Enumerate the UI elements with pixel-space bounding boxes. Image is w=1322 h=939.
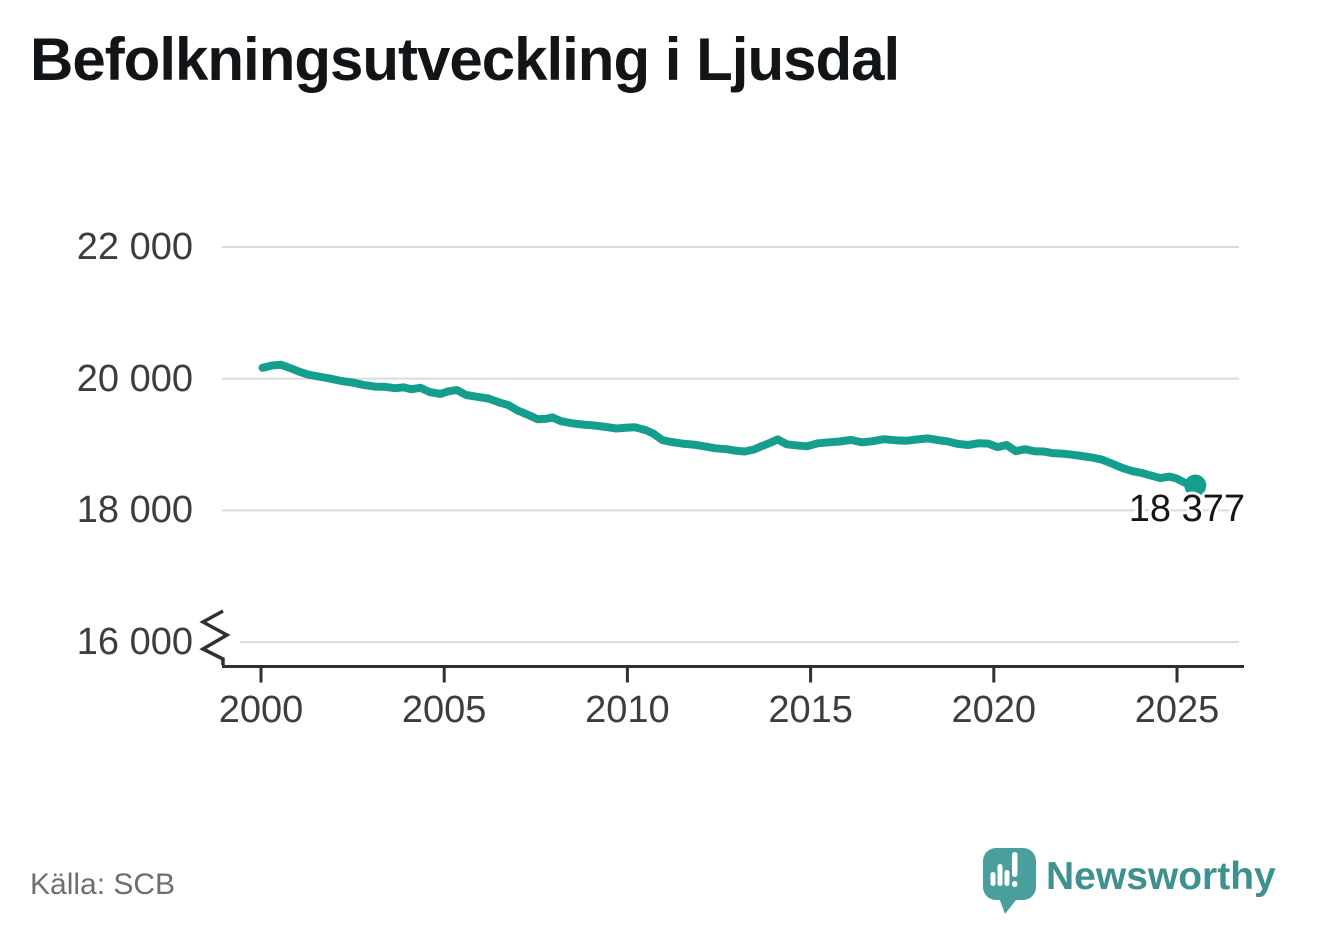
end-value-label: 18 377 <box>1128 488 1245 530</box>
logo-exclamation-dot <box>1012 881 1018 887</box>
x-tick-label-2025: 2025 <box>1134 689 1220 731</box>
x-tick-label-2000: 2000 <box>218 689 304 731</box>
line-end-dot <box>1184 474 1207 497</box>
x-tick-label-2010: 2010 <box>585 689 670 731</box>
page-title: Befolkningsutveckling i Ljusdal <box>30 26 900 93</box>
x-tick-label-2005: 2005 <box>401 689 487 731</box>
y-tick-label-18000: 18 000 <box>76 489 193 532</box>
logo-bar-2 <box>997 864 1003 886</box>
population-line <box>258 360 1200 490</box>
x-tick-label-2015: 2015 <box>768 689 853 731</box>
source-note: Källa: SCB <box>30 868 176 901</box>
brand-wordmark: Newsworthy <box>1046 855 1276 898</box>
y-axis-break-icon <box>199 609 231 665</box>
y-tick-label-22000: 22 000 <box>76 226 193 268</box>
newsworthy-logo-icon <box>983 848 1036 914</box>
y-tick-label-16000: 16 000 <box>76 621 193 663</box>
logo-bar-3 <box>1004 870 1010 886</box>
logo-bar-1 <box>990 872 996 886</box>
logo-exclamation-stem <box>1012 852 1018 877</box>
y-tick-label-20000: 20 000 <box>76 357 193 400</box>
x-tick-label-2020: 2020 <box>951 689 1037 731</box>
logo-bubble-tail <box>998 895 1020 914</box>
